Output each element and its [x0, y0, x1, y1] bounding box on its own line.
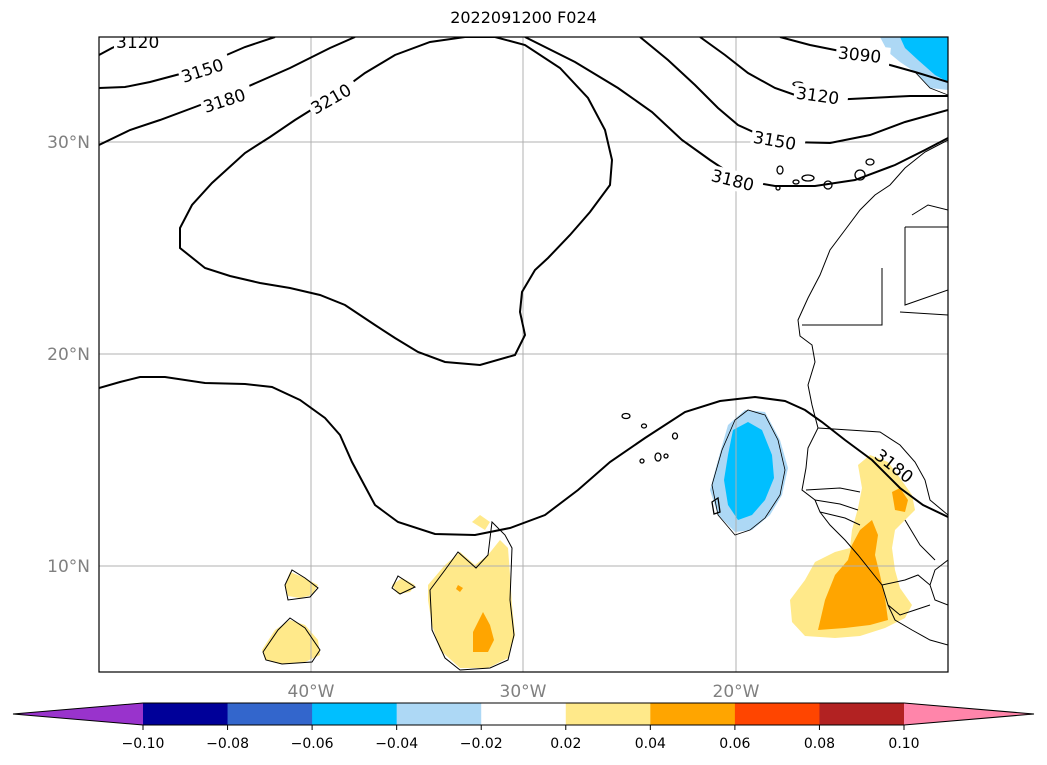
contour-label-3150-west: 3150 — [179, 55, 226, 87]
colorbar-tick-label: −0.04 — [375, 736, 418, 752]
map-area: 3120 3150 3180 3210 3090 3120 3150 3180 … — [99, 33, 948, 672]
colorbar-segment — [396, 703, 482, 725]
colorbar: −0.10 −0.08 −0.06 −0.04 −0.02 0.02 0.04 0.06 0.0… — [12, 702, 1035, 752]
colorbar-tick-label: −0.02 — [460, 736, 503, 752]
contour-label-3090-east: 3090 — [837, 43, 882, 67]
colorbar-tick-label: 0.02 — [550, 736, 581, 752]
colorbar-tick-label: 0.08 — [804, 736, 835, 752]
shaded-field-blue — [724, 37, 948, 520]
shaded-field-yellow — [262, 455, 915, 668]
colorbar-segment — [650, 703, 736, 725]
contour-3180-south — [99, 376, 948, 537]
colorbar-tick-label: −0.08 — [206, 736, 249, 752]
lon-label-40w: 40°W — [288, 682, 335, 702]
colorbar-extend-low — [13, 703, 143, 725]
colorbar-extend-high — [904, 703, 1034, 725]
contour-3210 — [179, 37, 614, 367]
height-contours — [99, 37, 948, 537]
contour-label-3180-east: 3180 — [709, 166, 756, 196]
islands — [621, 81, 875, 515]
colorbar-segment — [143, 703, 229, 725]
contour-label-3120-west: 3120 — [116, 33, 159, 53]
lat-label-30n: 30°N — [47, 133, 90, 153]
lat-labels: 30°N 20°N 10°N — [47, 133, 90, 577]
contour-label-3180-west: 3180 — [201, 85, 248, 117]
lat-label-10n: 10°N — [47, 557, 90, 577]
contour-labels: 3120 3150 3180 3210 3090 3120 3150 3180 … — [114, 33, 917, 488]
contour-label-3120-east: 3120 — [795, 84, 841, 110]
colorbar-segment — [227, 703, 313, 725]
colorbar-tick-label: −0.10 — [122, 736, 165, 752]
colorbar-segment — [565, 703, 651, 725]
colorbar-tick-label: 0.06 — [719, 736, 750, 752]
colorbar-tick-label: −0.06 — [291, 736, 334, 752]
map-frame — [98, 36, 949, 673]
lat-label-20n: 20°N — [47, 345, 90, 365]
colorbar-tick-label: 0.10 — [888, 736, 919, 752]
colorbar-segment — [481, 703, 567, 725]
contour-label-3150-east: 3150 — [751, 128, 797, 155]
shaded-field-orange — [456, 488, 908, 652]
colorbar-segment — [734, 703, 820, 725]
colorbar-segment — [819, 703, 905, 725]
map-title: 2022091200 F024 — [450, 8, 597, 27]
colorbar-tick-label: 0.04 — [635, 736, 666, 752]
lon-label-20w: 20°W — [713, 682, 760, 702]
lon-label-30w: 30°W — [500, 682, 547, 702]
lon-labels: 40°W 30°W 20°W — [288, 682, 760, 702]
colorbar-segment — [312, 703, 398, 725]
